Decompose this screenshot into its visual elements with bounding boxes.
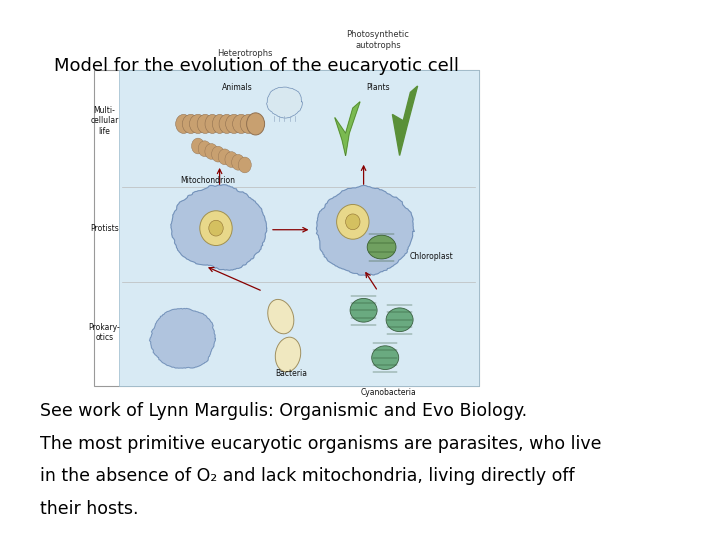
Ellipse shape [268,299,294,334]
Ellipse shape [205,144,218,159]
Ellipse shape [225,152,238,167]
Ellipse shape [386,308,413,332]
Text: Heterotrophs: Heterotrophs [217,49,273,58]
Ellipse shape [209,220,223,236]
Ellipse shape [240,114,256,133]
Ellipse shape [212,146,225,162]
Ellipse shape [198,141,211,157]
Text: Chloroplast: Chloroplast [410,252,454,261]
Ellipse shape [176,114,192,133]
Ellipse shape [238,157,251,173]
Ellipse shape [372,346,399,369]
Ellipse shape [192,138,204,154]
Ellipse shape [346,214,360,230]
Text: Mitochondrion: Mitochondrion [180,176,235,185]
Polygon shape [266,87,302,118]
Text: Cyanobacteria: Cyanobacteria [361,388,417,397]
Ellipse shape [200,211,232,246]
Ellipse shape [225,114,243,133]
Text: Photosynthetic
autotrophs: Photosynthetic autotrophs [346,30,410,50]
Ellipse shape [337,205,369,239]
Text: Prokary-
otics: Prokary- otics [89,323,120,342]
Ellipse shape [197,114,213,133]
Polygon shape [150,308,215,368]
FancyBboxPatch shape [94,70,479,386]
Ellipse shape [232,154,245,170]
Ellipse shape [367,235,396,259]
Text: Bacteria: Bacteria [276,369,307,378]
Ellipse shape [219,114,235,133]
Ellipse shape [350,299,377,322]
Ellipse shape [205,114,220,133]
Ellipse shape [212,114,227,133]
Text: The most primitive eucaryotic organisms are parasites, who live: The most primitive eucaryotic organisms … [40,435,601,453]
Text: Plants: Plants [366,83,390,92]
Ellipse shape [233,114,250,133]
Polygon shape [392,86,418,156]
Ellipse shape [218,149,231,165]
Text: Model for the evolution of the eucaryotic cell: Model for the evolution of the eucaryoti… [54,57,459,75]
FancyBboxPatch shape [119,70,479,386]
Text: Animals: Animals [222,83,253,92]
Ellipse shape [189,114,207,133]
Polygon shape [171,185,266,271]
Text: See work of Lynn Margulis: Organismic and Evo Biology.: See work of Lynn Margulis: Organismic an… [40,402,527,420]
Polygon shape [316,185,414,275]
Ellipse shape [246,113,265,135]
Ellipse shape [275,337,301,372]
Text: their hosts.: their hosts. [40,500,138,517]
Ellipse shape [182,114,199,133]
Text: in the absence of O₂ and lack mitochondria, living directly off: in the absence of O₂ and lack mitochondr… [40,467,575,485]
Polygon shape [335,102,360,156]
Text: Protists: Protists [90,224,119,233]
Text: Multi-
cellular
life: Multi- cellular life [90,106,119,136]
